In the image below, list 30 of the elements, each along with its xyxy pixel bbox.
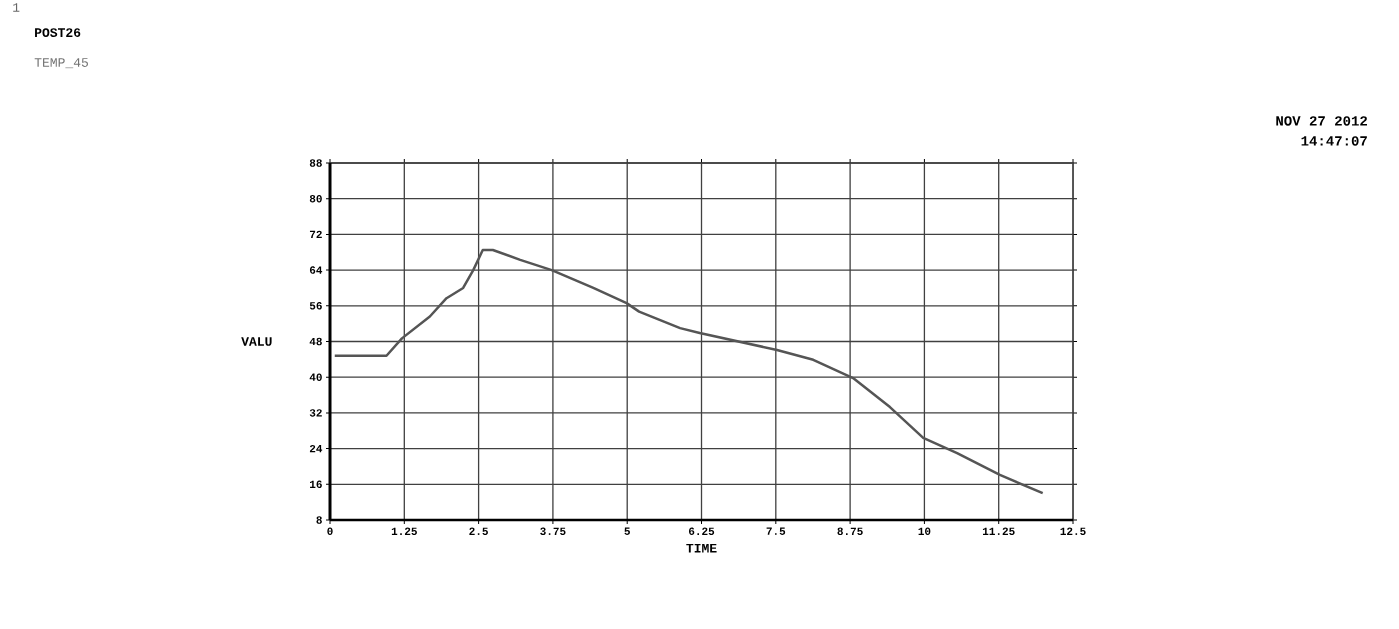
y-tick-label: 72 xyxy=(309,230,322,239)
y-tick-label: 64 xyxy=(309,266,323,274)
x-tick-label: 11.25 xyxy=(982,527,1015,535)
y-tick-label: 24 xyxy=(309,444,323,453)
text: 1 xyxy=(13,3,20,12)
x-tick-label: 7.5 xyxy=(766,527,786,535)
y-tick-label: 48 xyxy=(309,337,322,346)
x-tick-label: 6.25 xyxy=(688,527,715,535)
text: 14:47:07 xyxy=(1301,136,1367,146)
x-tick-label: 5 xyxy=(624,527,630,535)
x-axis-title: TIME xyxy=(686,543,717,553)
x-tick-label: 8.75 xyxy=(837,527,863,535)
text: POST26 xyxy=(35,28,81,38)
y-tick-label: 32 xyxy=(309,409,322,417)
y-tick-label: 56 xyxy=(309,302,322,310)
x-tick-label: 0 xyxy=(327,527,333,535)
x-tick-label: 3.75 xyxy=(540,527,566,536)
y-tick-label: 40 xyxy=(309,373,322,381)
y-tick-label: 16 xyxy=(310,480,322,489)
x-tick-label: 1.25 xyxy=(391,527,417,535)
x-tick-label: 10 xyxy=(918,527,931,535)
y-tick-label: 8 xyxy=(316,516,322,524)
x-tick-label: 2.5 xyxy=(469,527,488,535)
x-tick-label: 12.5 xyxy=(1060,527,1086,535)
line-series xyxy=(333,248,1044,495)
y-tick-label: 88 xyxy=(309,159,322,167)
y-axis-title: VALU xyxy=(241,337,272,346)
text: NOV 27 2012 xyxy=(1276,116,1367,126)
y-tick-label: 80 xyxy=(309,194,322,203)
text: TEMP_45 xyxy=(34,58,88,69)
